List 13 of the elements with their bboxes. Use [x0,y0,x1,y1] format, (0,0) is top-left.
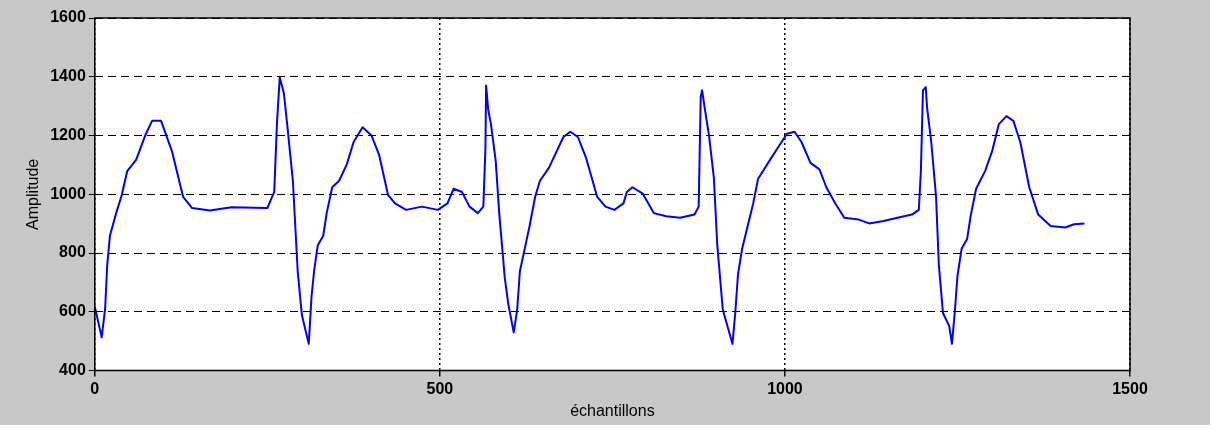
y-tick-label: 1000 [50,184,86,202]
y-tick-label: 1600 [50,8,86,26]
x-tick-label: 1500 [1112,379,1148,397]
y-tick-label: 400 [59,361,86,379]
y-tick-label: 800 [59,243,86,261]
x-axis-title: échantillons [570,401,655,419]
x-tick-label: 0 [90,379,100,397]
x-tick-label: 500 [426,379,454,397]
y-tick-label: 1400 [50,67,86,85]
x-tick-label: 1000 [767,379,803,397]
y-tick-label: 600 [59,302,86,320]
y-axis-title: Amplitude [24,158,42,230]
y-tick-label: 1200 [50,125,86,143]
